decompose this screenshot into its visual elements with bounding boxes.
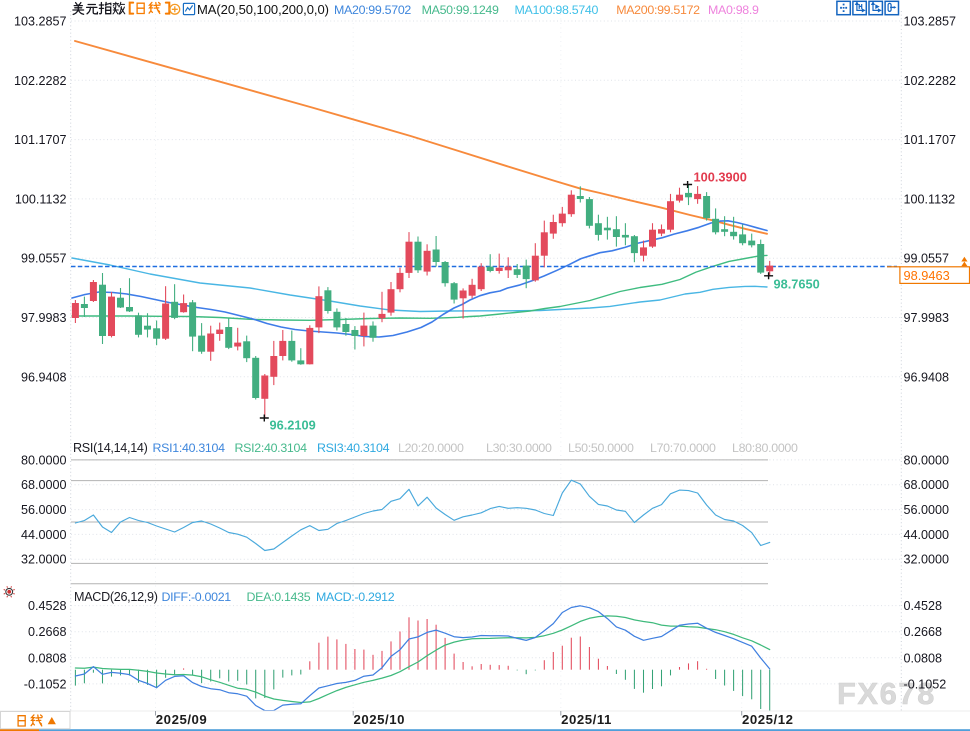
- svg-text:0.4528: 0.4528: [904, 599, 943, 613]
- svg-text:0.0808: 0.0808: [904, 651, 943, 665]
- svg-text:MACD(26,12,9): MACD(26,12,9): [74, 590, 158, 604]
- svg-text:MA50:99.1249: MA50:99.1249: [422, 3, 499, 17]
- svg-text:100.3900: 100.3900: [694, 170, 747, 185]
- svg-text:96.9408: 96.9408: [904, 370, 950, 384]
- svg-text:DEA:0.1435: DEA:0.1435: [247, 590, 311, 604]
- svg-text:68.0000: 68.0000: [904, 478, 950, 492]
- svg-text:L70:70.0000: L70:70.0000: [650, 441, 716, 455]
- svg-text:-0.1052: -0.1052: [904, 677, 947, 691]
- svg-text:L80:80.0000: L80:80.0000: [732, 441, 798, 455]
- svg-text:98.9463: 98.9463: [904, 268, 950, 283]
- svg-text:100.1132: 100.1132: [904, 192, 956, 206]
- svg-text:MA(20,50,100,200,0,0): MA(20,50,100,200,0,0): [197, 2, 329, 17]
- svg-text:FX678: FX678: [837, 676, 936, 711]
- svg-text:RSI3:40.3104: RSI3:40.3104: [317, 441, 390, 455]
- svg-text:80.0000: 80.0000: [904, 453, 950, 467]
- svg-text:0.0808: 0.0808: [28, 651, 67, 665]
- svg-text:0.2668: 0.2668: [28, 625, 67, 639]
- svg-text:32.0000: 32.0000: [21, 553, 67, 567]
- svg-text:RSI2:40.3104: RSI2:40.3104: [235, 441, 308, 455]
- svg-text:103.2857: 103.2857: [14, 15, 67, 29]
- svg-text:96.2109: 96.2109: [270, 418, 316, 433]
- svg-text:101.1707: 101.1707: [904, 133, 957, 147]
- svg-text:DIFF:-0.0021: DIFF:-0.0021: [162, 590, 232, 604]
- svg-text:103.2857: 103.2857: [904, 15, 957, 29]
- svg-text:80.0000: 80.0000: [21, 453, 67, 467]
- svg-text:102.2282: 102.2282: [14, 74, 67, 88]
- svg-text:MACD:-0.2912: MACD:-0.2912: [316, 590, 395, 604]
- svg-text:97.9983: 97.9983: [904, 311, 950, 325]
- svg-text:0.4528: 0.4528: [28, 599, 67, 613]
- svg-text:MA20:99.5702: MA20:99.5702: [334, 3, 411, 17]
- svg-text:44.0000: 44.0000: [904, 528, 950, 542]
- svg-text:RSI1:40.3104: RSI1:40.3104: [153, 441, 226, 455]
- svg-text:2025/09: 2025/09: [156, 712, 208, 727]
- svg-text:MA0:98.9: MA0:98.9: [708, 3, 759, 17]
- svg-text:98.7650: 98.7650: [774, 277, 820, 292]
- svg-text:L20:20.0000: L20:20.0000: [398, 441, 464, 455]
- svg-text:2025/10: 2025/10: [354, 712, 406, 727]
- svg-text:100.1132: 100.1132: [15, 192, 67, 206]
- svg-text:-0.1052: -0.1052: [24, 677, 67, 691]
- svg-text:56.0000: 56.0000: [21, 503, 67, 517]
- svg-text:96.9408: 96.9408: [21, 370, 67, 384]
- svg-text:101.1707: 101.1707: [14, 133, 67, 147]
- svg-text:RSI(14,14,14): RSI(14,14,14): [73, 441, 148, 455]
- svg-text:68.0000: 68.0000: [21, 478, 67, 492]
- svg-text:102.2282: 102.2282: [904, 74, 957, 88]
- svg-text:97.9983: 97.9983: [21, 311, 67, 325]
- svg-text:2025/11: 2025/11: [561, 712, 612, 727]
- svg-text:MA200:99.5172: MA200:99.5172: [616, 3, 700, 17]
- svg-text:MA100:98.5740: MA100:98.5740: [515, 3, 599, 17]
- svg-text:0.2668: 0.2668: [904, 625, 943, 639]
- svg-text:99.0557: 99.0557: [904, 252, 950, 266]
- svg-text:56.0000: 56.0000: [904, 503, 950, 517]
- svg-text:99.0557: 99.0557: [21, 252, 67, 266]
- svg-text:L50:50.0000: L50:50.0000: [568, 441, 634, 455]
- svg-text:L30:30.0000: L30:30.0000: [486, 441, 552, 455]
- svg-text:2025/12: 2025/12: [742, 712, 794, 727]
- svg-text:32.0000: 32.0000: [904, 553, 950, 567]
- svg-text:44.0000: 44.0000: [21, 528, 67, 542]
